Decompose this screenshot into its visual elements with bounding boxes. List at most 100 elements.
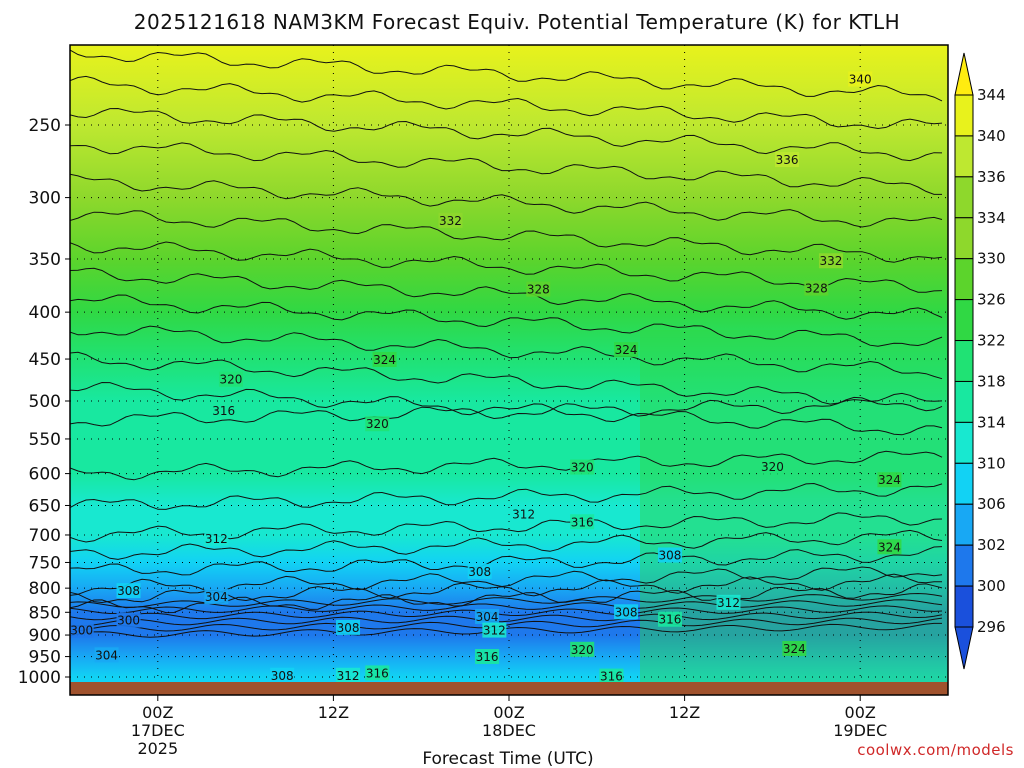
x-axis-label: Forecast Time (UTC): [422, 749, 593, 768]
colorbar-tick-label: 318: [977, 372, 1006, 390]
contour-label-bg: [475, 648, 500, 664]
y-tick-label: 800: [29, 579, 61, 599]
x-tick-label: 17DEC: [131, 721, 185, 740]
colorbar-swatch: [954, 544, 974, 587]
contour-label: 308: [337, 621, 360, 635]
contour-label: 336: [776, 153, 799, 167]
contour-label-bg: [204, 530, 229, 546]
y-tick-label: 750: [29, 553, 61, 573]
ground-layer: [70, 682, 948, 695]
contour-label-bg: [716, 594, 741, 610]
contour-label: 312: [483, 624, 506, 638]
x-tick-label: 00Z: [845, 703, 876, 722]
contour-label-bg: [336, 667, 361, 683]
y-axis: 250 300 350 400 450 500 550 600 650 700 750 800 850 9…: [18, 116, 70, 688]
contour-label-bg: [467, 563, 492, 579]
colorbar-swatch: [954, 503, 974, 546]
contour-label: 304: [205, 590, 228, 604]
colorbar-swatch: [954, 299, 974, 342]
colorbar-swatch: [954, 258, 974, 301]
contour-label-bg: [204, 589, 229, 605]
contour-line: [70, 592, 943, 608]
contour-label-bg: [482, 622, 507, 638]
contour-label: 316: [659, 613, 682, 627]
contour-label-bg: [475, 608, 500, 624]
contour-label-bg: [657, 547, 682, 563]
y-tick-label: 400: [29, 303, 61, 323]
colorbar-swatch: [954, 94, 974, 137]
colorbar-tick-label: 330: [977, 250, 1006, 268]
contour-line: [70, 381, 943, 436]
contour-label: 316: [366, 666, 389, 680]
x-tick-label: 2025: [137, 739, 178, 758]
x-tick-label: 00Z: [142, 703, 173, 722]
colorbar-tick-label: 340: [977, 127, 1006, 145]
contour-label: 340: [849, 72, 872, 86]
contour-line: [70, 241, 943, 293]
contour-line: [70, 210, 943, 263]
contour-label-bg: [270, 667, 295, 683]
colorbar-tick-label: 302: [977, 536, 1006, 554]
y-tick-label: 1000: [18, 668, 61, 688]
x-tick-label: 12Z: [318, 703, 349, 722]
contour-label: 320: [571, 461, 594, 475]
contour-line: [70, 267, 943, 320]
colorbar-tick-label: 334: [977, 209, 1006, 227]
contour-labels: 340 336 332 332 328 328 324 324 320 320 316 320 320 3…: [70, 71, 902, 684]
colorbar-swatch: [954, 462, 974, 505]
contour-label: 320: [761, 460, 784, 474]
contour-label-bg: [760, 458, 785, 474]
colorbar-top-arrow: [954, 52, 974, 96]
contour-label: 300: [117, 614, 140, 628]
contour-label: 324: [783, 642, 806, 656]
y-tick-label: 650: [29, 496, 61, 516]
contour-label-bg: [372, 351, 397, 367]
contour-line: [70, 599, 943, 615]
colorbar-tick-label: 326: [977, 291, 1006, 309]
contour-label-bg: [526, 281, 551, 297]
contour-label: 332: [819, 254, 842, 268]
colorbar: 296 300 302 306 310 314 318 322 326 330 334 336 340 3…: [954, 52, 1006, 670]
credit-text: coolwx.com/models: [857, 741, 1014, 759]
y-tick-label: 700: [29, 526, 61, 546]
x-tick-label: 12Z: [669, 703, 700, 722]
contour-label: 328: [805, 282, 828, 296]
contour-label: 316: [600, 670, 623, 684]
contour-label-bg: [570, 514, 595, 530]
contour-label: 304: [95, 648, 118, 662]
colorbar-swatch: [954, 421, 974, 464]
x-tick-label: 18DEC: [482, 721, 536, 740]
contour-line: [70, 107, 943, 162]
plot-area: 340 336 332 332 328 328 324 324 320 320 316 320 320 3…: [70, 45, 948, 695]
contour-label-bg: [614, 342, 639, 358]
contour-label: 316: [571, 515, 594, 529]
contour-label-bg: [70, 622, 94, 638]
contour-line: [70, 396, 943, 427]
contour-label-bg: [218, 371, 243, 387]
y-tick-label: 250: [29, 116, 61, 136]
contour-label: 300: [70, 624, 93, 638]
colorbar-swatch: [954, 176, 974, 219]
contour-label: 308: [271, 669, 294, 683]
contour-label: 312: [512, 508, 535, 522]
theta-e-field: [70, 45, 948, 695]
contour-line: [70, 546, 943, 576]
colorbar-tick-label: 322: [977, 332, 1006, 350]
contour-label-bg: [438, 212, 463, 228]
contour-label: 316: [476, 650, 499, 664]
contour-line: [70, 529, 943, 560]
contour-label: 316: [212, 404, 235, 418]
contour-line: [70, 142, 942, 195]
contour-label: 304: [476, 610, 499, 624]
contour-line: [70, 450, 943, 481]
y-tick-label: 300: [29, 189, 61, 209]
colorbar-swatch: [954, 135, 974, 178]
contour-label-bg: [211, 403, 236, 419]
contour-label-bg: [657, 611, 682, 627]
contour-label: 324: [878, 473, 901, 487]
colorbar-tick-label: 306: [977, 495, 1006, 513]
contour-line: [70, 325, 943, 380]
contour-label-bg: [877, 539, 902, 555]
contour-label: 320: [220, 373, 243, 387]
